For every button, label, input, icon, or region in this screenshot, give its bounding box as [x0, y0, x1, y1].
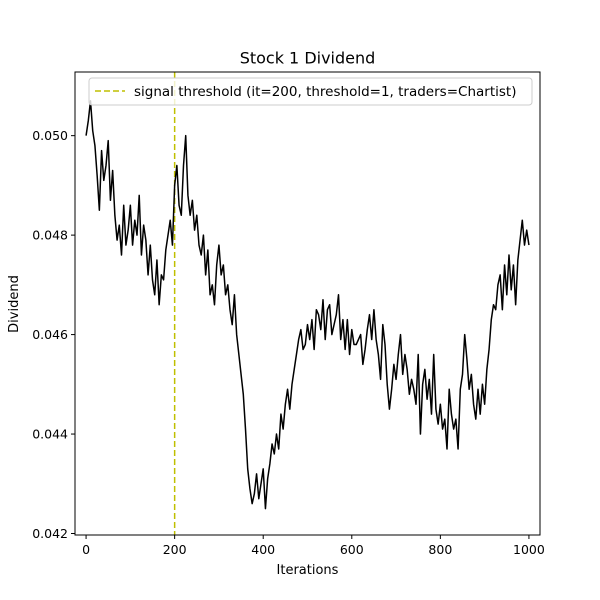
legend-box — [88, 77, 533, 106]
legend: signal threshold (it=200, threshold=1, t… — [88, 77, 533, 106]
dividend-series-line — [85, 100, 530, 510]
x-axis-label: Iterations — [277, 563, 339, 578]
x-tick-label: 200 — [163, 542, 187, 557]
x-tick-label: 600 — [340, 542, 364, 557]
plot-background — [75, 72, 540, 535]
x-axis: 0 200 400 600 800 1000 — [82, 535, 545, 557]
y-tick-label: 0.044 — [32, 427, 68, 442]
y-tick-label: 0.046 — [32, 327, 68, 342]
series-layer — [85, 100, 530, 510]
legend-label-threshold: signal threshold (it=200, threshold=1, t… — [134, 84, 516, 100]
plot-frame — [74, 71, 541, 536]
x-tick-label: 800 — [428, 542, 452, 557]
y-axis: 0.042 0.044 0.046 0.048 0.050 — [32, 128, 75, 541]
y-tick-label: 0.050 — [32, 128, 68, 143]
x-tick-label: 1000 — [513, 542, 545, 557]
x-tick-label: 0 — [82, 542, 90, 557]
x-tick-label: 400 — [251, 542, 275, 557]
chart-title: Stock 1 Dividend — [240, 49, 376, 68]
y-axis-label: Dividend — [7, 275, 22, 333]
y-tick-label: 0.048 — [32, 228, 68, 243]
plot-area — [74, 71, 541, 536]
y-tick-label: 0.042 — [32, 526, 68, 541]
